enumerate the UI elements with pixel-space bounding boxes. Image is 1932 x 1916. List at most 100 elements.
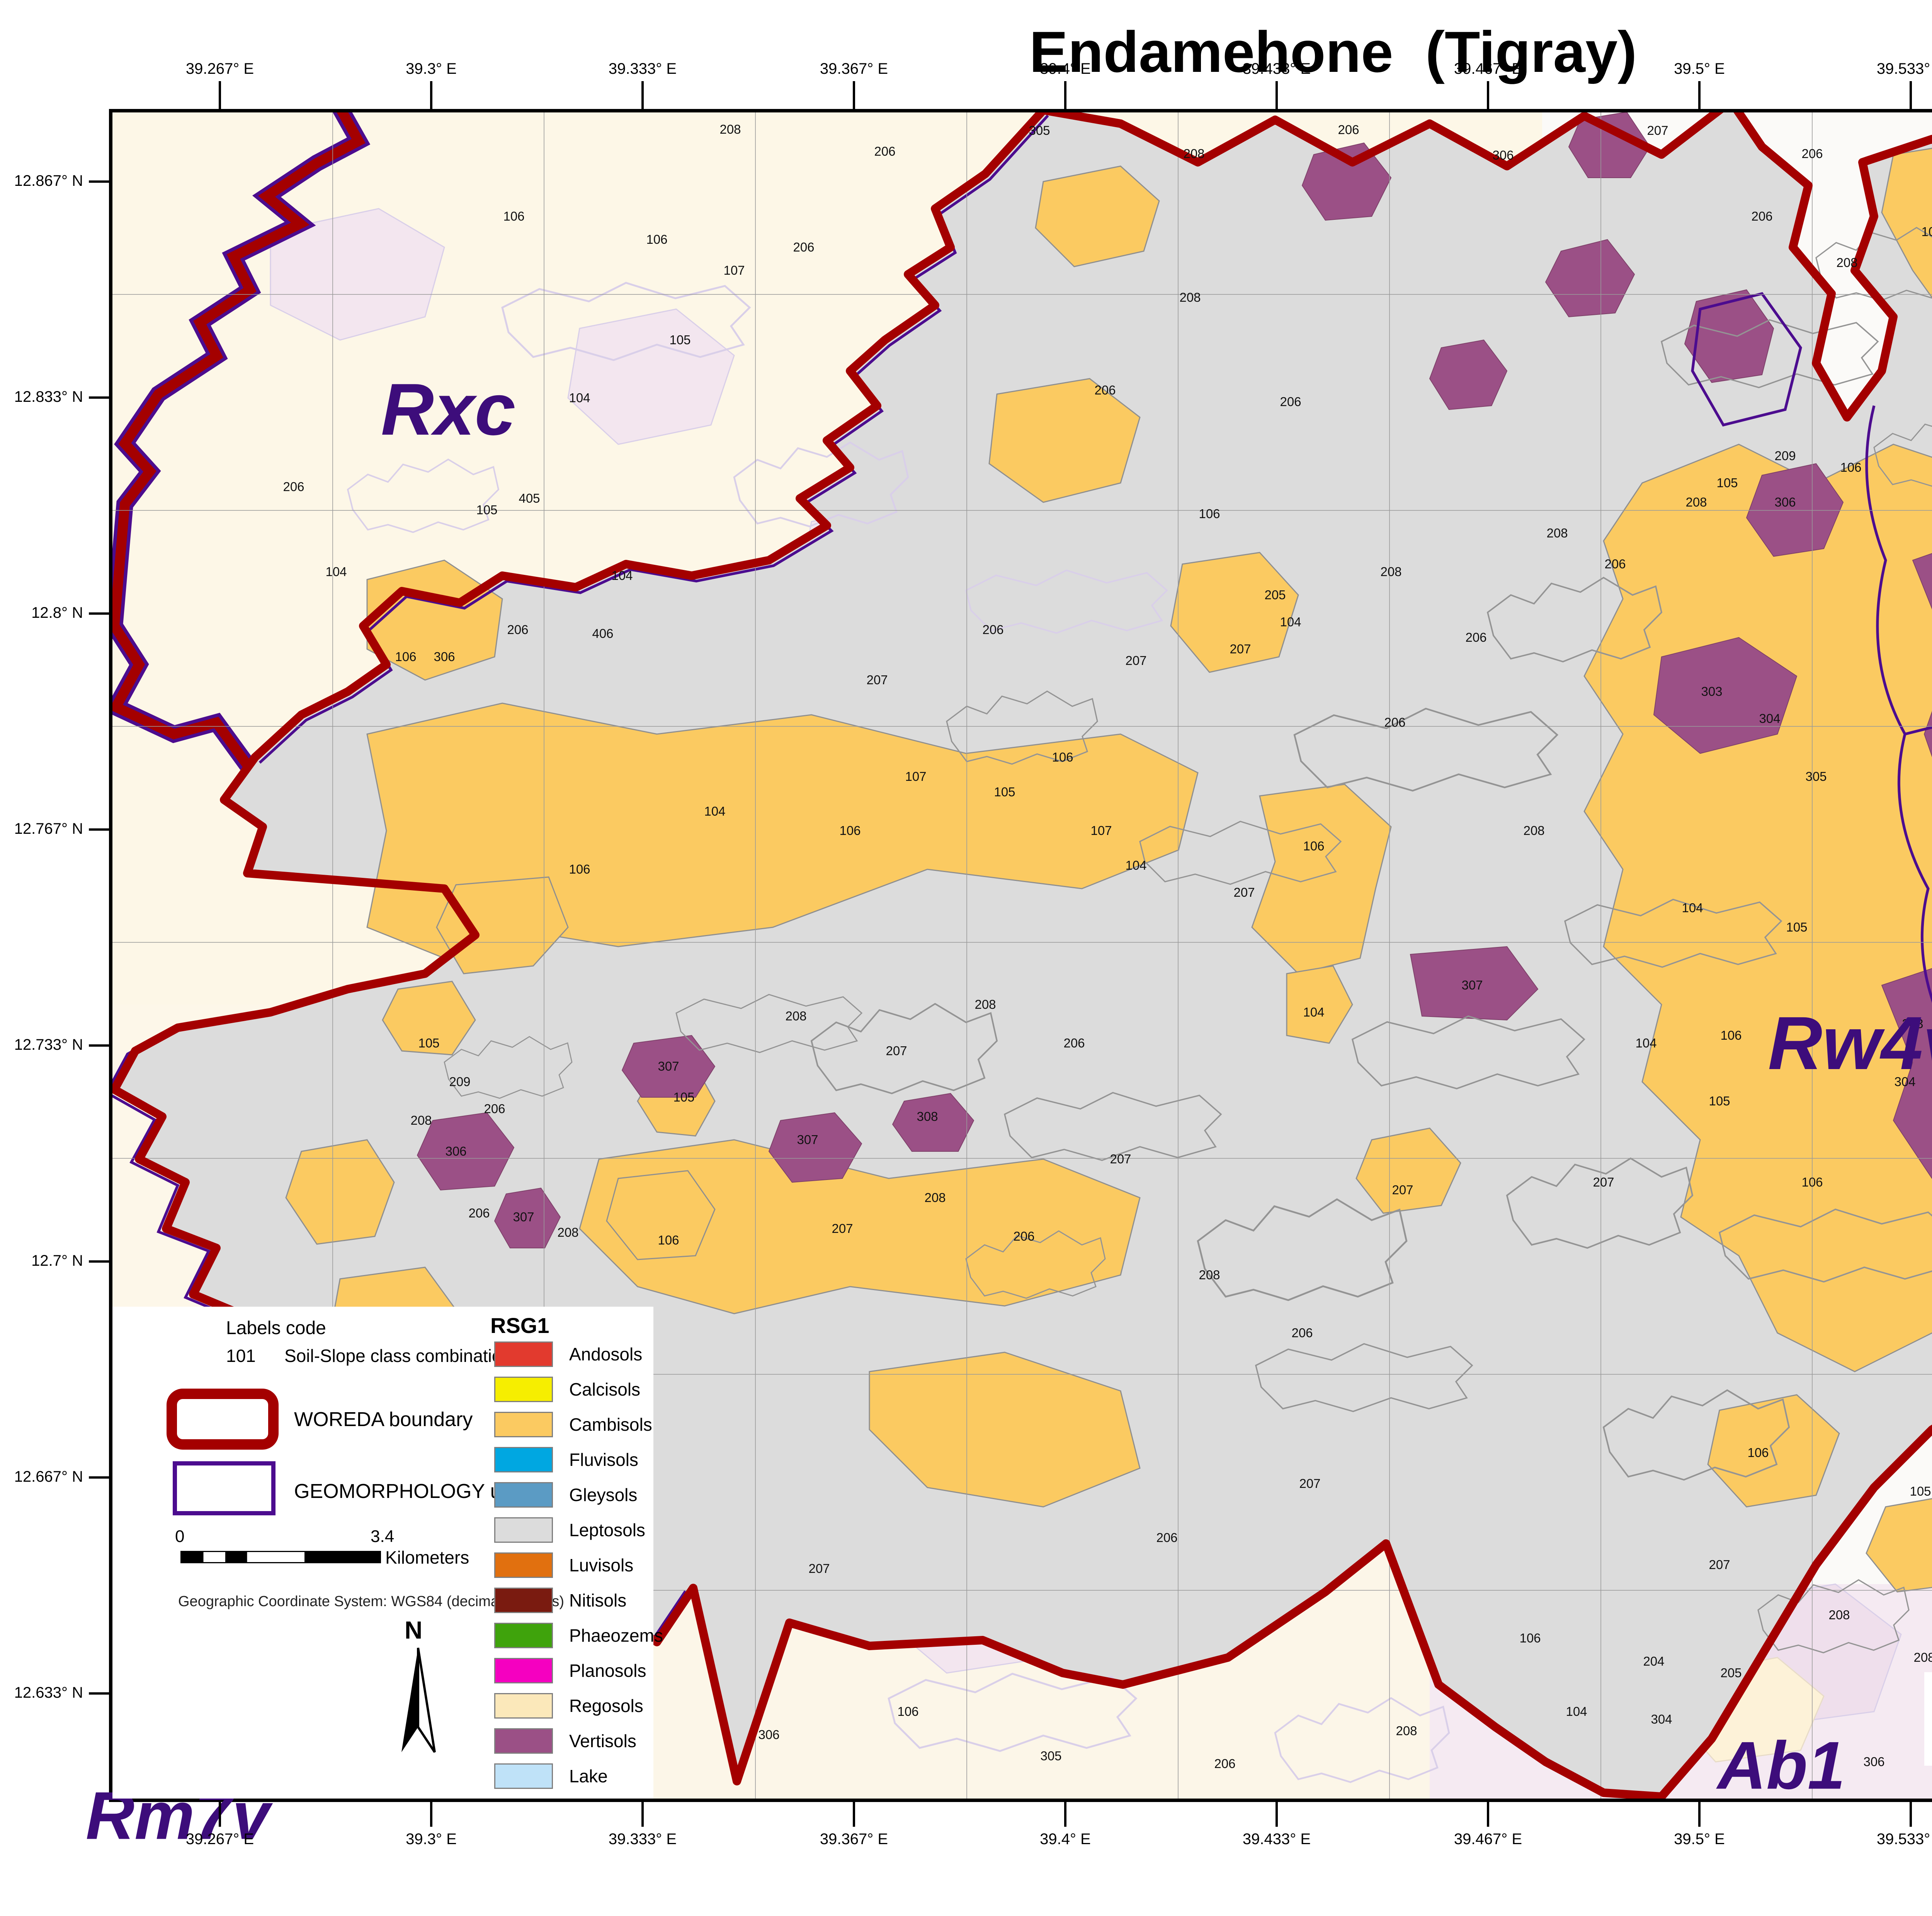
map-code-label: 105 <box>994 785 1015 799</box>
map-code-label: 106 <box>1519 1631 1541 1645</box>
map-code-label: 206 <box>1156 1530 1178 1545</box>
rsg-item-label: Leptosols <box>569 1520 645 1540</box>
logos-panel: ascape ALTERRA WAGENINGEN UR <box>1924 1672 1932 1766</box>
rsg-color-swatch <box>494 1377 553 1402</box>
map-code-label: 206 <box>1094 383 1116 397</box>
map-code-label: 104 <box>1635 1036 1657 1050</box>
tick-label: 39.4° E <box>1040 1831 1091 1848</box>
map-code-label: 307 <box>797 1132 818 1147</box>
map-code-label: 106 <box>1840 460 1862 474</box>
rsg-legend-row: Luvisols <box>494 1552 663 1578</box>
map-code-label: 305 <box>1029 123 1050 138</box>
map-code-label: 307 <box>513 1210 534 1224</box>
map-code-label: 206 <box>1291 1326 1313 1340</box>
scale-start: 0 <box>175 1527 185 1546</box>
map-code-label: 106 <box>1303 839 1325 853</box>
tick-mark <box>89 1260 111 1263</box>
map-code-label: 207 <box>1125 653 1147 668</box>
rsg-item-label: Fluvisols <box>569 1450 638 1470</box>
tick-label: 39.3° E <box>406 60 457 77</box>
map-code-label: 303 <box>1902 1017 1923 1031</box>
tick-label: 39.433° E <box>1242 1831 1311 1848</box>
map-code-label: 304 <box>1894 1074 1916 1089</box>
tick-mark <box>219 81 221 109</box>
map-code-label: 209 <box>449 1074 471 1089</box>
map-code-label: 104 <box>1682 901 1703 915</box>
map-code-label: 106 <box>1199 507 1220 521</box>
woreda-boundary-swatch <box>167 1389 279 1450</box>
rsg-legend-title: RSG1 <box>490 1313 549 1338</box>
map-code-label: 208 <box>1183 146 1205 161</box>
map-code-label: 306 <box>434 649 455 664</box>
map-code-label: 104 <box>1566 1704 1587 1719</box>
rsg-color-swatch <box>494 1341 553 1367</box>
map-code-label: 206 <box>1384 715 1406 729</box>
map-code-label: 107 <box>1090 823 1112 838</box>
map-code-label: 208 <box>1199 1268 1220 1282</box>
map-code-label: 105 <box>1786 920 1808 934</box>
page-title: Endamehone (Tigray) <box>1029 19 1637 84</box>
tick-label: 12.767° N <box>14 820 83 837</box>
map-code-label: 206 <box>982 622 1004 637</box>
map-code-label: 206 <box>1214 1756 1236 1771</box>
map-code-label: 207 <box>832 1221 853 1236</box>
tick-label: 39.267° E <box>185 60 254 77</box>
map-code-label: 107 <box>723 263 745 277</box>
map-code-label: 105 <box>476 503 498 517</box>
rsg-item-label: Regosols <box>569 1696 643 1716</box>
rsg-legend-row: Gleysols <box>494 1482 663 1508</box>
map-code-label: 105 <box>1921 224 1932 239</box>
map-code-label: 208 <box>1828 1608 1850 1622</box>
tick-mark <box>1698 81 1701 109</box>
rsg-color-swatch <box>494 1412 553 1437</box>
rsg-legend-row: Regosols <box>494 1693 663 1719</box>
map-code-label: 208 <box>410 1113 432 1127</box>
map-code-label: 307 <box>658 1059 679 1073</box>
tick-mark <box>853 81 855 109</box>
rsg-legend-row: Lake <box>494 1763 663 1789</box>
map-code-label: 307 <box>1461 978 1483 992</box>
map-code-label: 208 <box>1685 495 1707 509</box>
rsg-item-label: Andosols <box>569 1344 643 1364</box>
map-code-label: 304 <box>1759 711 1781 726</box>
map-code-label: 106 <box>395 649 417 664</box>
map-code-label: 205 <box>1264 588 1286 602</box>
map-code-label: 207 <box>866 673 888 687</box>
map-code-label: 306 <box>1774 495 1796 509</box>
tick-mark <box>89 612 111 615</box>
rsg-legend-row: Calcisols <box>494 1377 663 1402</box>
map-code-label: 106 <box>839 823 861 838</box>
map-code-label: 105 <box>673 1090 695 1104</box>
rsg-color-swatch <box>494 1728 553 1754</box>
map-code-label: 208 <box>975 997 996 1012</box>
map-code-label: 104 <box>611 568 633 583</box>
scale-unit: Kilometers <box>385 1547 469 1567</box>
rsg-item-label: Gleysols <box>569 1485 638 1505</box>
map-code-label: 106 <box>1720 1028 1742 1042</box>
map-code-label: 206 <box>507 622 529 637</box>
tick-label: 39.333° E <box>608 60 677 77</box>
map-code-label: 207 <box>1647 123 1668 138</box>
tick-mark <box>1276 1802 1278 1827</box>
rsg-color-swatch <box>494 1623 553 1648</box>
map-code-label: 105 <box>1716 476 1738 490</box>
map-code-label: 104 <box>704 804 726 818</box>
tick-mark <box>1276 81 1278 109</box>
map-code-label: 204 <box>1643 1654 1665 1668</box>
labels-code-number: 101 <box>226 1346 256 1366</box>
map-code-label: 106 <box>1747 1445 1769 1460</box>
legend-panel: Labels code 101 Soil-Slope class combina… <box>112 1307 663 1799</box>
map-code-label: 305 <box>1805 769 1827 784</box>
geomorphology-swatch <box>173 1461 276 1515</box>
rsg-item-label: Phaeozems <box>569 1625 663 1646</box>
scale-bar <box>180 1551 381 1563</box>
map-code-label: 104 <box>325 564 347 579</box>
map-code-label: 206 <box>793 240 815 254</box>
tick-label: 12.667° N <box>14 1468 83 1485</box>
rsg-legend-row: Fluvisols <box>494 1447 663 1472</box>
tick-label: 12.7° N <box>31 1252 83 1269</box>
map-code-label: 105 <box>1910 1484 1931 1498</box>
tick-mark <box>89 1692 111 1695</box>
map-code-label: 208 <box>1380 564 1402 579</box>
map-code-label: 104 <box>1280 615 1301 629</box>
